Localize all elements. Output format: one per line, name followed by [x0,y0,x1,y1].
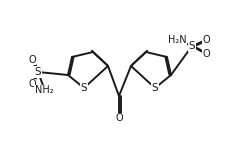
Text: O: O [28,79,36,89]
Text: S: S [189,41,195,51]
Text: O: O [28,55,36,65]
Text: O: O [202,49,210,59]
Text: S: S [35,67,41,77]
Text: S: S [81,83,87,93]
Text: NH₂: NH₂ [35,85,53,95]
Text: H₂N: H₂N [168,35,186,45]
Text: S: S [152,83,158,93]
Text: O: O [202,35,210,45]
Text: O: O [115,113,123,123]
